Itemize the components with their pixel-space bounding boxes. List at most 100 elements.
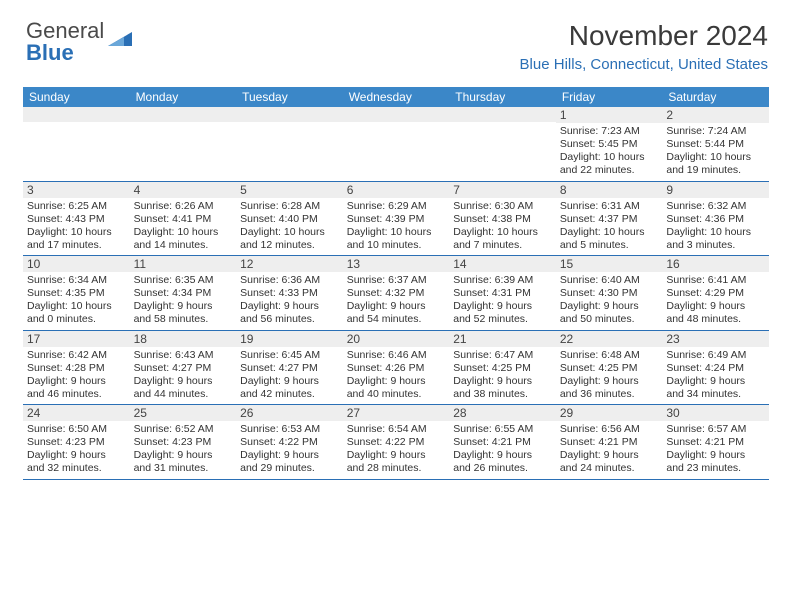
day-cell: 23Sunrise: 6:49 AMSunset: 4:24 PMDayligh… bbox=[662, 330, 769, 405]
month-title: November 2024 bbox=[520, 20, 768, 52]
day-number bbox=[449, 107, 556, 122]
day-number bbox=[343, 107, 450, 122]
weekday-header: Thursday bbox=[449, 87, 556, 107]
day-data: Sunrise: 6:53 AMSunset: 4:22 PMDaylight:… bbox=[236, 421, 343, 479]
day-data: Sunrise: 6:45 AMSunset: 4:27 PMDaylight:… bbox=[236, 347, 343, 405]
day-number: 27 bbox=[343, 405, 450, 421]
day-number: 1 bbox=[556, 107, 663, 123]
day-number: 13 bbox=[343, 256, 450, 272]
day-cell: 14Sunrise: 6:39 AMSunset: 4:31 PMDayligh… bbox=[449, 256, 556, 331]
location: Blue Hills, Connecticut, United States bbox=[520, 56, 768, 73]
day-number: 23 bbox=[662, 331, 769, 347]
empty-day-cell bbox=[343, 107, 450, 181]
day-cell: 24Sunrise: 6:50 AMSunset: 4:23 PMDayligh… bbox=[23, 405, 130, 480]
day-data bbox=[449, 122, 556, 180]
day-cell: 4Sunrise: 6:26 AMSunset: 4:41 PMDaylight… bbox=[130, 181, 237, 256]
day-number: 26 bbox=[236, 405, 343, 421]
day-cell: 12Sunrise: 6:36 AMSunset: 4:33 PMDayligh… bbox=[236, 256, 343, 331]
week-row: 10Sunrise: 6:34 AMSunset: 4:35 PMDayligh… bbox=[23, 256, 769, 331]
day-cell: 9Sunrise: 6:32 AMSunset: 4:36 PMDaylight… bbox=[662, 181, 769, 256]
day-number: 6 bbox=[343, 182, 450, 198]
week-row: 3Sunrise: 6:25 AMSunset: 4:43 PMDaylight… bbox=[23, 181, 769, 256]
weekday-header: Tuesday bbox=[236, 87, 343, 107]
calendar-table: SundayMondayTuesdayWednesdayThursdayFrid… bbox=[23, 87, 769, 480]
logo-word-general: General bbox=[26, 20, 104, 42]
day-data: Sunrise: 6:54 AMSunset: 4:22 PMDaylight:… bbox=[343, 421, 450, 479]
day-number bbox=[130, 107, 237, 122]
day-number: 19 bbox=[236, 331, 343, 347]
weekday-header: Sunday bbox=[23, 87, 130, 107]
day-cell: 26Sunrise: 6:53 AMSunset: 4:22 PMDayligh… bbox=[236, 405, 343, 480]
empty-day-cell bbox=[23, 107, 130, 181]
day-data: Sunrise: 6:34 AMSunset: 4:35 PMDaylight:… bbox=[23, 272, 130, 330]
day-cell: 5Sunrise: 6:28 AMSunset: 4:40 PMDaylight… bbox=[236, 181, 343, 256]
day-data: Sunrise: 6:31 AMSunset: 4:37 PMDaylight:… bbox=[556, 198, 663, 256]
day-number: 10 bbox=[23, 256, 130, 272]
day-number: 17 bbox=[23, 331, 130, 347]
day-cell: 18Sunrise: 6:43 AMSunset: 4:27 PMDayligh… bbox=[130, 330, 237, 405]
day-data: Sunrise: 6:30 AMSunset: 4:38 PMDaylight:… bbox=[449, 198, 556, 256]
day-data: Sunrise: 6:41 AMSunset: 4:29 PMDaylight:… bbox=[662, 272, 769, 330]
day-data: Sunrise: 6:39 AMSunset: 4:31 PMDaylight:… bbox=[449, 272, 556, 330]
day-number: 28 bbox=[449, 405, 556, 421]
title-block: November 2024 Blue Hills, Connecticut, U… bbox=[520, 20, 768, 73]
day-number: 2 bbox=[662, 107, 769, 123]
day-data: Sunrise: 6:49 AMSunset: 4:24 PMDaylight:… bbox=[662, 347, 769, 405]
day-cell: 28Sunrise: 6:55 AMSunset: 4:21 PMDayligh… bbox=[449, 405, 556, 480]
day-number: 18 bbox=[130, 331, 237, 347]
day-data: Sunrise: 6:29 AMSunset: 4:39 PMDaylight:… bbox=[343, 198, 450, 256]
empty-day-cell bbox=[236, 107, 343, 181]
day-cell: 13Sunrise: 6:37 AMSunset: 4:32 PMDayligh… bbox=[343, 256, 450, 331]
day-number: 9 bbox=[662, 182, 769, 198]
day-data: Sunrise: 6:25 AMSunset: 4:43 PMDaylight:… bbox=[23, 198, 130, 256]
day-cell: 10Sunrise: 6:34 AMSunset: 4:35 PMDayligh… bbox=[23, 256, 130, 331]
empty-day-cell bbox=[449, 107, 556, 181]
logo: General Blue bbox=[24, 20, 134, 64]
weekday-header: Friday bbox=[556, 87, 663, 107]
logo-text: General Blue bbox=[26, 20, 104, 64]
day-data: Sunrise: 6:40 AMSunset: 4:30 PMDaylight:… bbox=[556, 272, 663, 330]
day-data: Sunrise: 6:52 AMSunset: 4:23 PMDaylight:… bbox=[130, 421, 237, 479]
calendar-body: 1Sunrise: 7:23 AMSunset: 5:45 PMDaylight… bbox=[23, 107, 769, 479]
day-number: 4 bbox=[130, 182, 237, 198]
day-number: 15 bbox=[556, 256, 663, 272]
day-data: Sunrise: 6:46 AMSunset: 4:26 PMDaylight:… bbox=[343, 347, 450, 405]
day-cell: 8Sunrise: 6:31 AMSunset: 4:37 PMDaylight… bbox=[556, 181, 663, 256]
day-cell: 30Sunrise: 6:57 AMSunset: 4:21 PMDayligh… bbox=[662, 405, 769, 480]
day-data: Sunrise: 6:43 AMSunset: 4:27 PMDaylight:… bbox=[130, 347, 237, 405]
day-number: 24 bbox=[23, 405, 130, 421]
day-data bbox=[236, 122, 343, 180]
day-data bbox=[130, 122, 237, 180]
day-data: Sunrise: 6:42 AMSunset: 4:28 PMDaylight:… bbox=[23, 347, 130, 405]
day-number: 8 bbox=[556, 182, 663, 198]
day-number: 12 bbox=[236, 256, 343, 272]
day-data: Sunrise: 6:57 AMSunset: 4:21 PMDaylight:… bbox=[662, 421, 769, 479]
day-number: 25 bbox=[130, 405, 237, 421]
day-cell: 17Sunrise: 6:42 AMSunset: 4:28 PMDayligh… bbox=[23, 330, 130, 405]
day-cell: 2Sunrise: 7:24 AMSunset: 5:44 PMDaylight… bbox=[662, 107, 769, 181]
day-number: 21 bbox=[449, 331, 556, 347]
day-cell: 15Sunrise: 6:40 AMSunset: 4:30 PMDayligh… bbox=[556, 256, 663, 331]
day-number: 30 bbox=[662, 405, 769, 421]
day-data bbox=[343, 122, 450, 180]
week-row: 24Sunrise: 6:50 AMSunset: 4:23 PMDayligh… bbox=[23, 405, 769, 480]
logo-triangle-icon bbox=[108, 28, 134, 56]
day-cell: 16Sunrise: 6:41 AMSunset: 4:29 PMDayligh… bbox=[662, 256, 769, 331]
day-number: 7 bbox=[449, 182, 556, 198]
day-cell: 22Sunrise: 6:48 AMSunset: 4:25 PMDayligh… bbox=[556, 330, 663, 405]
empty-day-cell bbox=[130, 107, 237, 181]
day-cell: 19Sunrise: 6:45 AMSunset: 4:27 PMDayligh… bbox=[236, 330, 343, 405]
week-row: 1Sunrise: 7:23 AMSunset: 5:45 PMDaylight… bbox=[23, 107, 769, 181]
day-number: 3 bbox=[23, 182, 130, 198]
day-cell: 29Sunrise: 6:56 AMSunset: 4:21 PMDayligh… bbox=[556, 405, 663, 480]
day-data: Sunrise: 6:50 AMSunset: 4:23 PMDaylight:… bbox=[23, 421, 130, 479]
day-data: Sunrise: 6:55 AMSunset: 4:21 PMDaylight:… bbox=[449, 421, 556, 479]
day-data: Sunrise: 6:37 AMSunset: 4:32 PMDaylight:… bbox=[343, 272, 450, 330]
weekday-header: Wednesday bbox=[343, 87, 450, 107]
day-number: 29 bbox=[556, 405, 663, 421]
day-number: 5 bbox=[236, 182, 343, 198]
day-cell: 3Sunrise: 6:25 AMSunset: 4:43 PMDaylight… bbox=[23, 181, 130, 256]
day-cell: 6Sunrise: 6:29 AMSunset: 4:39 PMDaylight… bbox=[343, 181, 450, 256]
day-number: 22 bbox=[556, 331, 663, 347]
day-number bbox=[236, 107, 343, 122]
